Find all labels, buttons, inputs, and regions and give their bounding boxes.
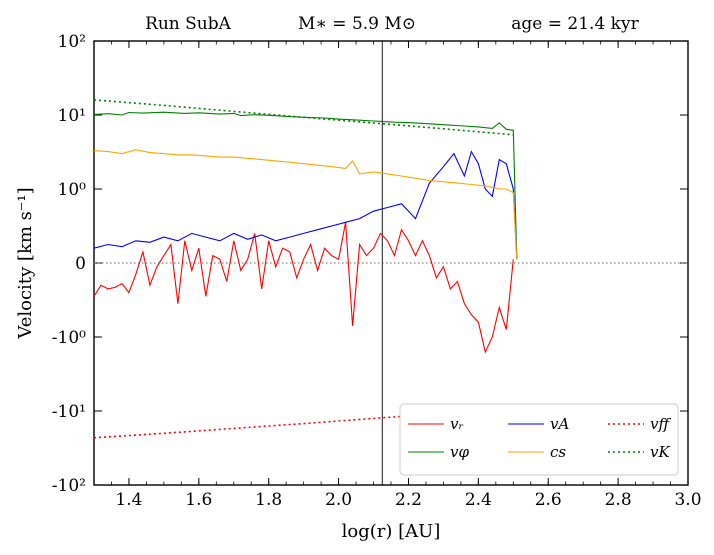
axis-ticks <box>93 40 689 486</box>
x-tick-label: 3.0 <box>674 490 701 510</box>
x-tick-label: 2.6 <box>535 490 562 510</box>
x-tick-label: 1.4 <box>115 490 142 510</box>
y-tick-label: 10¹ <box>58 106 86 126</box>
legend-items: vᵣ vA vff vφ cs vK <box>408 415 671 461</box>
series-line-vA <box>93 150 518 260</box>
y-tick-label: 10² <box>58 32 86 52</box>
series-line-cs <box>93 149 518 260</box>
x-tick-label: 2.8 <box>605 490 632 510</box>
y-axis-label: Velocity [km s⁻¹] <box>15 187 36 339</box>
legend-label-vA: vA <box>550 415 569 433</box>
legend-label-vff: vff <box>650 415 671 433</box>
series-line-vK <box>93 99 514 136</box>
y-tick-label: 10⁰ <box>58 180 87 200</box>
title-mass: M∗ = 5.9 M⊙ <box>298 14 416 34</box>
x-tick-label: 2.2 <box>395 490 422 510</box>
legend-label-vphi: vφ <box>450 443 469 461</box>
series-line-vr <box>93 222 514 354</box>
y-tick-labels: 10² 10¹ 10⁰ 0 -10⁰ -10¹ -10² <box>52 32 86 496</box>
series-line-vphi <box>93 111 518 260</box>
legend-label-vK: vK <box>650 443 670 461</box>
x-tick-label: 1.6 <box>185 490 212 510</box>
x-tick-label: 1.8 <box>255 490 282 510</box>
title-age: age = 21.4 kyr <box>511 14 639 34</box>
x-tick-label: 2.4 <box>465 490 492 510</box>
x-axis-label: log(r) [AU] <box>342 521 441 542</box>
x-tick-label: 2.0 <box>325 490 352 510</box>
x-tick-labels: 1.4 1.6 1.8 2.0 2.2 2.4 2.6 2.8 3.0 <box>115 490 701 510</box>
legend-label-vr: vᵣ <box>450 415 464 433</box>
y-tick-label: -10⁰ <box>52 328 86 348</box>
y-tick-label: 0 <box>75 254 86 274</box>
series-layer <box>93 99 518 439</box>
y-tick-label: -10² <box>52 476 86 496</box>
title-run: Run SubA <box>145 14 232 34</box>
legend: vᵣ vA vff vφ cs vK <box>399 403 679 476</box>
y-tick-label: -10¹ <box>52 402 86 422</box>
legend-box <box>399 403 679 476</box>
legend-label-cs: cs <box>550 443 566 461</box>
chart-title: Run SubA M∗ = 5.9 M⊙ age = 21.4 kyr <box>145 14 640 34</box>
